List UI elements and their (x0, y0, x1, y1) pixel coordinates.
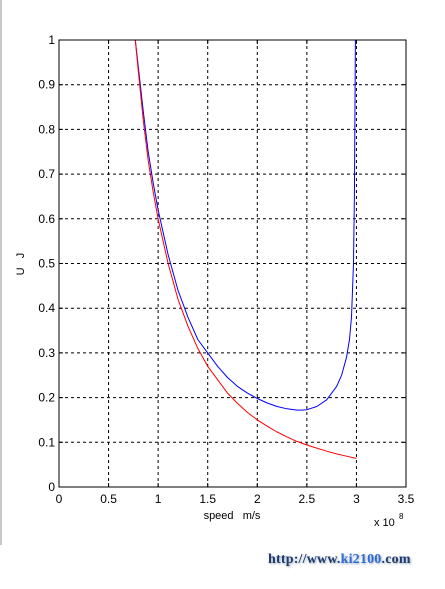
watermark-prefix: http://www. (268, 552, 341, 567)
page-left-border (0, 0, 2, 545)
tick-labels: 0 0.5 1 1.5 2 2.5 3 3.5 0 0.1 0.2 0.3 0.4 0.5 0.6 0.7 0.… (38, 33, 414, 506)
x-tick-label: 1.5 (199, 492, 216, 506)
x-axis-label: speed m/s (204, 510, 261, 522)
watermark-accent: ki2100 (340, 552, 382, 567)
x-tick-label: 0 (56, 492, 63, 506)
y-tick-label: 0.2 (38, 391, 55, 405)
y-tick-label: 0.6 (38, 212, 55, 226)
watermark: http://www.ki2100.com (268, 552, 411, 568)
y-axis-label: U J (15, 253, 27, 276)
ticks (58, 39, 407, 488)
x-tick-label: 1 (155, 492, 162, 506)
y-tick-label: 0.7 (38, 167, 55, 181)
y-tick-label: 0.3 (38, 346, 55, 360)
x-tick-label: 3 (353, 492, 360, 506)
series-line-0 (134, 39, 356, 411)
y-tick-label: 0 (48, 480, 55, 494)
y-tick-label: 0.5 (38, 257, 55, 271)
x-tick-label: 0.5 (100, 492, 117, 506)
y-tick-label: 0.9 (38, 78, 55, 92)
series-layer (134, 39, 357, 459)
x-multiplier-label: x 10 (374, 517, 395, 529)
x-tick-label: 3.5 (398, 492, 415, 506)
y-tick-label: 1 (48, 33, 55, 47)
watermark-suffix: .com (381, 552, 411, 567)
y-tick-label: 0.1 (38, 435, 55, 449)
x-tick-label: 2 (254, 492, 261, 506)
grid (59, 40, 406, 487)
series-line-1 (134, 39, 357, 459)
y-tick-label: 0.4 (38, 301, 55, 315)
x-multiplier-exponent: 8 (399, 512, 404, 521)
x-tick-label: 2.5 (299, 492, 316, 506)
y-tick-label: 0.8 (38, 122, 55, 136)
